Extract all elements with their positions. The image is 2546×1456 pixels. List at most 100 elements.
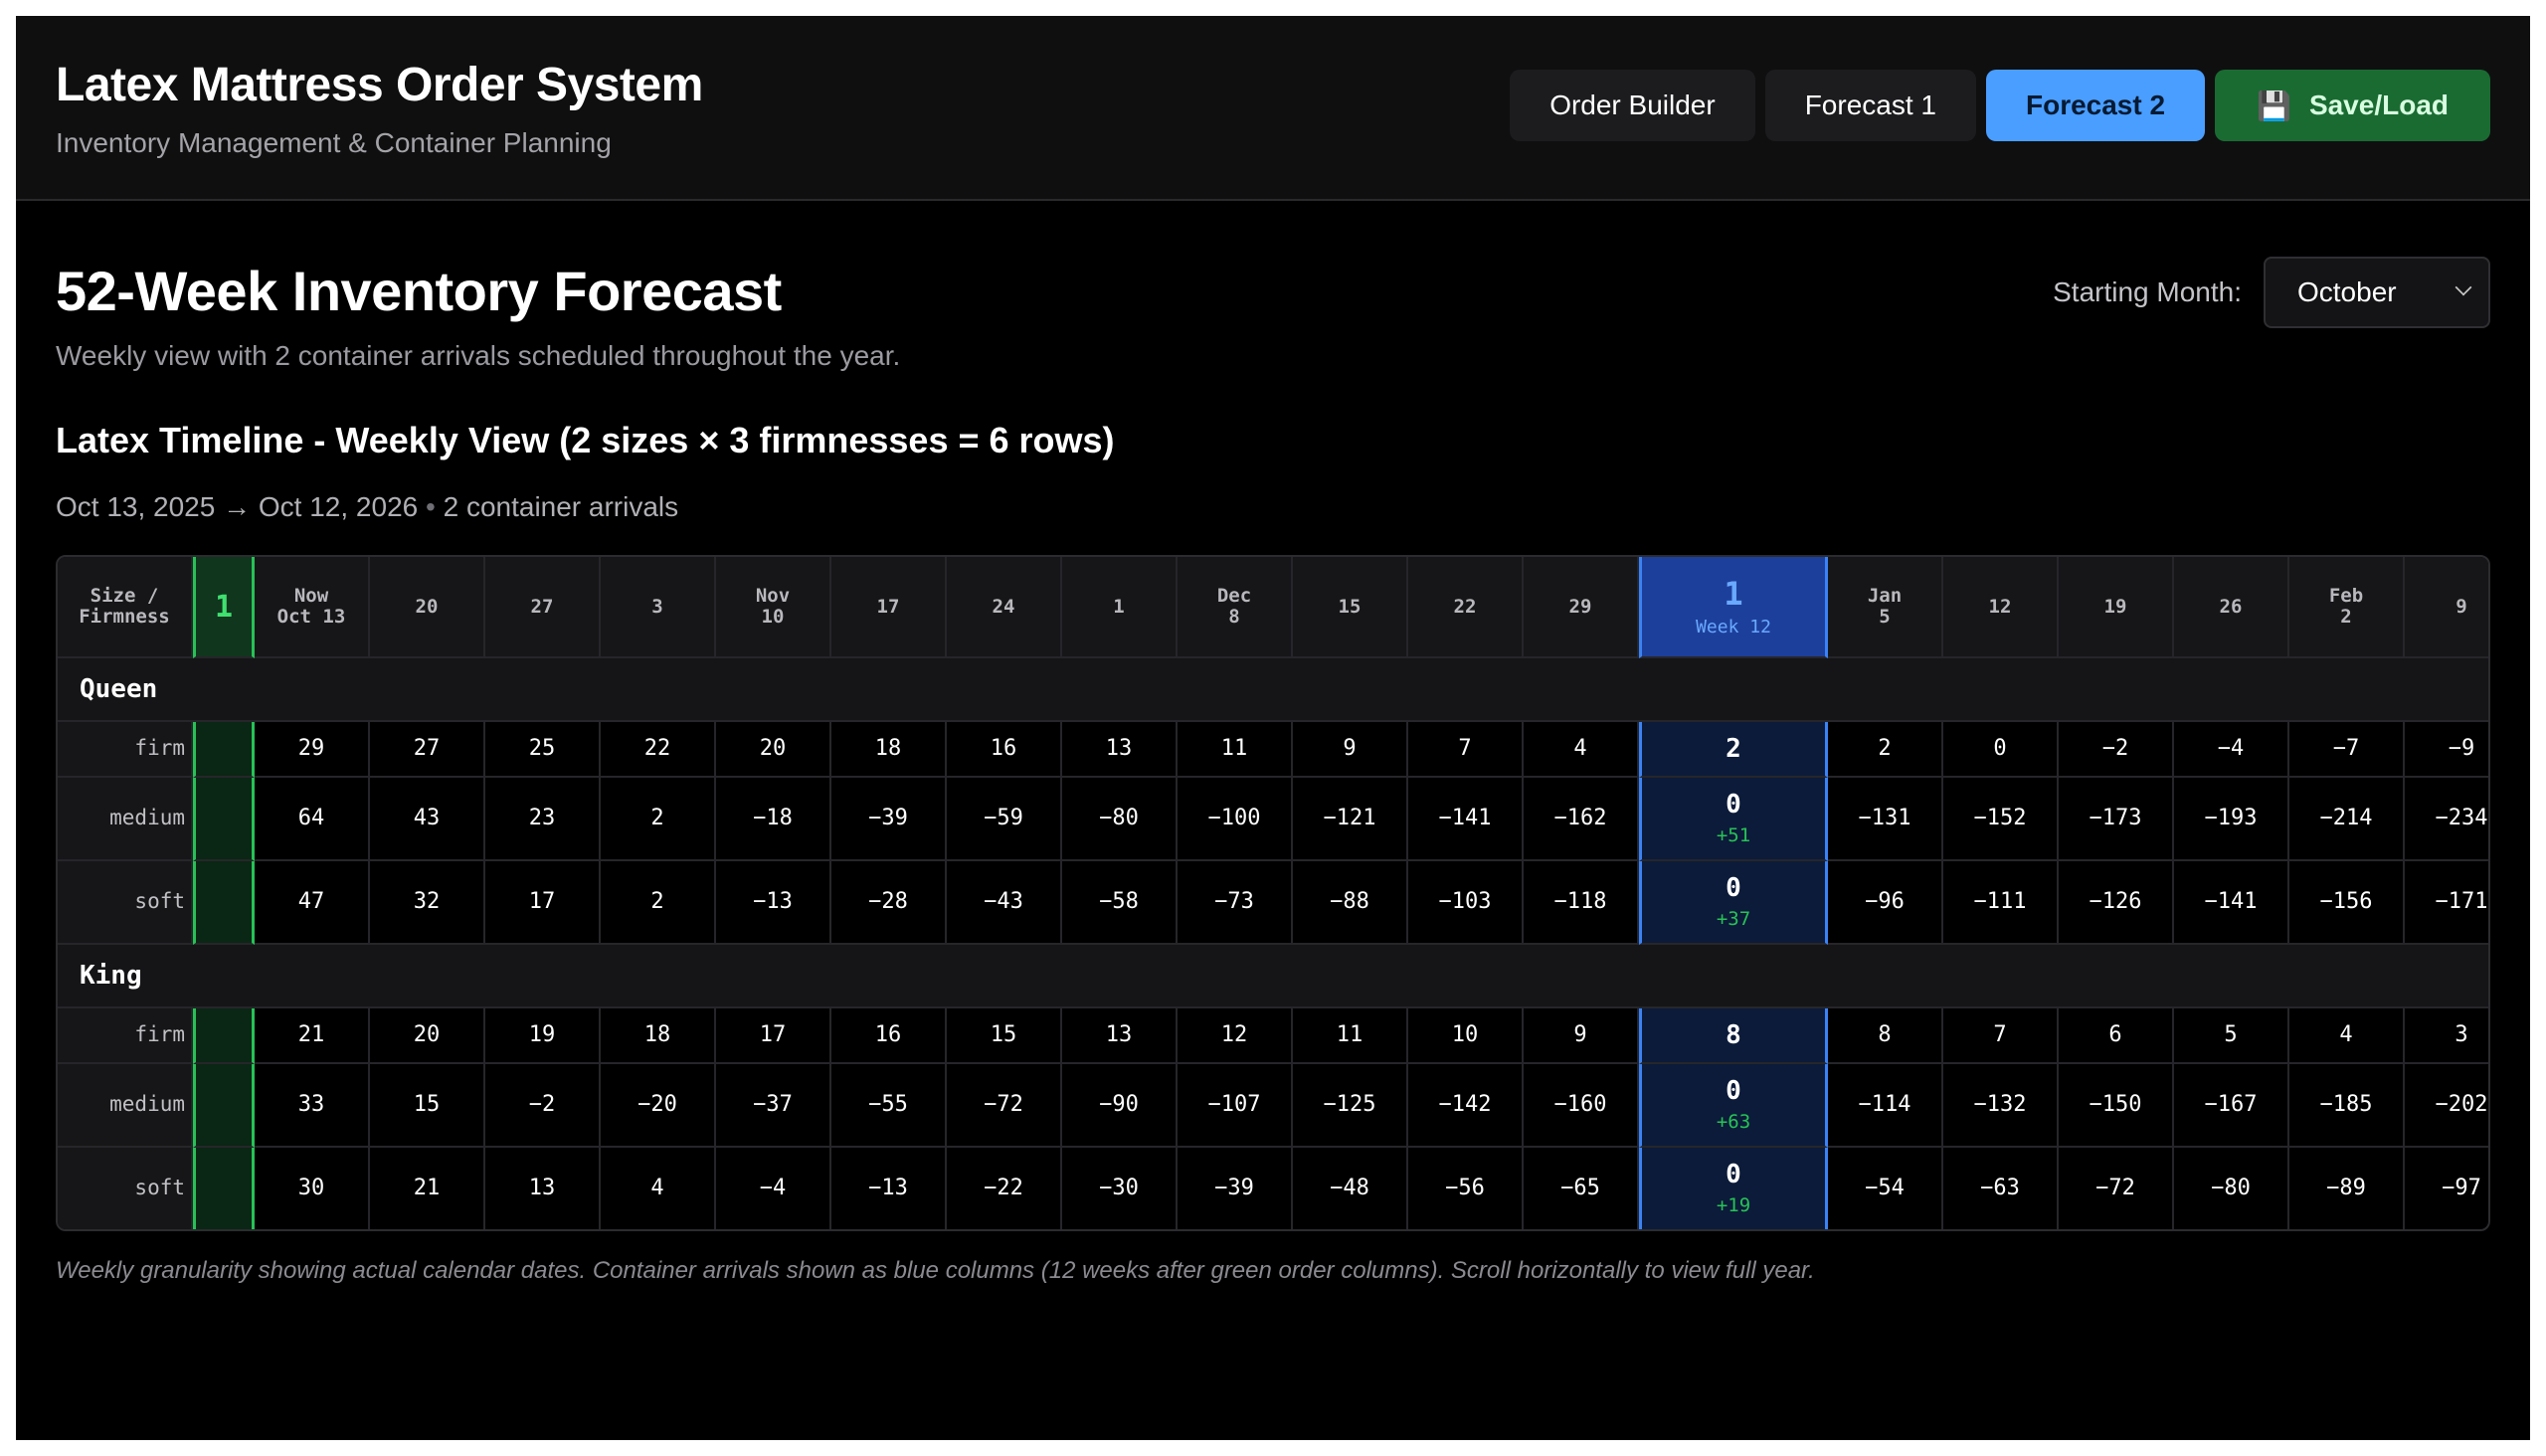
stock-cell[interactable]: 16: [831, 1008, 947, 1064]
stock-cell[interactable]: −13: [716, 861, 831, 945]
stock-cell[interactable]: −80: [1062, 778, 1178, 861]
stock-cell[interactable]: −39: [831, 778, 947, 861]
stock-cell[interactable]: −63: [1943, 1148, 2059, 1229]
stock-cell[interactable]: 12: [1178, 1008, 1293, 1064]
stock-cell[interactable]: −150: [2059, 1064, 2174, 1148]
stock-cell[interactable]: 18: [601, 1008, 716, 1064]
stock-cell[interactable]: 19: [485, 1008, 601, 1064]
stock-cell[interactable]: −55: [831, 1064, 947, 1148]
stock-cell[interactable]: −48: [1293, 1148, 1408, 1229]
stock-cell[interactable]: 7: [1408, 722, 1524, 778]
arrival-cell[interactable]: 2: [1639, 722, 1828, 778]
stock-cell[interactable]: 2: [601, 778, 716, 861]
stock-cell[interactable]: −193: [2174, 778, 2289, 861]
tab-forecast-1[interactable]: Forecast 1: [1764, 70, 1976, 141]
starting-month-select[interactable]: October: [2264, 257, 2490, 328]
stock-cell[interactable]: −185: [2289, 1064, 2405, 1148]
stock-cell[interactable]: 7: [1943, 1008, 2059, 1064]
stock-cell[interactable]: −173: [2059, 778, 2174, 861]
stock-cell[interactable]: −141: [1408, 778, 1524, 861]
stock-cell[interactable]: −202: [2405, 1064, 2488, 1148]
stock-cell[interactable]: −30: [1062, 1148, 1178, 1229]
stock-cell[interactable]: −103: [1408, 861, 1524, 945]
stock-cell[interactable]: −65: [1524, 1148, 1639, 1229]
stock-cell[interactable]: 21: [255, 1008, 370, 1064]
stock-cell[interactable]: 10: [1408, 1008, 1524, 1064]
stock-cell[interactable]: −59: [947, 778, 1062, 861]
stock-cell[interactable]: −126: [2059, 861, 2174, 945]
stock-cell[interactable]: −96: [1828, 861, 1943, 945]
stock-cell[interactable]: −167: [2174, 1064, 2289, 1148]
stock-cell[interactable]: 11: [1178, 722, 1293, 778]
stock-cell[interactable]: −152: [1943, 778, 2059, 861]
stock-cell[interactable]: −162: [1524, 778, 1639, 861]
arrival-cell[interactable]: 0 +63: [1639, 1064, 1828, 1148]
stock-cell[interactable]: −72: [947, 1064, 1062, 1148]
stock-cell[interactable]: 11: [1293, 1008, 1408, 1064]
stock-cell[interactable]: 27: [370, 722, 485, 778]
stock-cell[interactable]: −4: [2174, 722, 2289, 778]
stock-cell[interactable]: −22: [947, 1148, 1062, 1229]
stock-cell[interactable]: −111: [1943, 861, 2059, 945]
stock-cell[interactable]: 15: [947, 1008, 1062, 1064]
order-cell[interactable]: [193, 1008, 255, 1064]
stock-cell[interactable]: −214: [2289, 778, 2405, 861]
stock-cell[interactable]: −97: [2405, 1148, 2488, 1229]
stock-cell[interactable]: −73: [1178, 861, 1293, 945]
stock-cell[interactable]: −107: [1178, 1064, 1293, 1148]
stock-cell[interactable]: −13: [831, 1148, 947, 1229]
order-cell[interactable]: [193, 1148, 255, 1229]
stock-cell[interactable]: −4: [716, 1148, 831, 1229]
stock-cell[interactable]: 5: [2174, 1008, 2289, 1064]
stock-cell[interactable]: 4: [601, 1148, 716, 1229]
arrival-cell[interactable]: 8: [1639, 1008, 1828, 1064]
save-load-button[interactable]: 💾 Save/Load: [2215, 70, 2490, 141]
stock-cell[interactable]: 8: [1828, 1008, 1943, 1064]
stock-cell[interactable]: 0: [1943, 722, 2059, 778]
stock-cell[interactable]: −156: [2289, 861, 2405, 945]
stock-cell[interactable]: −39: [1178, 1148, 1293, 1229]
stock-cell[interactable]: 6: [2059, 1008, 2174, 1064]
stock-cell[interactable]: −234: [2405, 778, 2488, 861]
stock-cell[interactable]: 3: [2405, 1008, 2488, 1064]
stock-cell[interactable]: 2: [1828, 722, 1943, 778]
stock-cell[interactable]: 30: [255, 1148, 370, 1229]
stock-cell[interactable]: −43: [947, 861, 1062, 945]
stock-cell[interactable]: −2: [2059, 722, 2174, 778]
stock-cell[interactable]: 25: [485, 722, 601, 778]
stock-cell[interactable]: −118: [1524, 861, 1639, 945]
stock-cell[interactable]: 4: [1524, 722, 1639, 778]
stock-cell[interactable]: −58: [1062, 861, 1178, 945]
order-cell[interactable]: [193, 778, 255, 861]
stock-cell[interactable]: −141: [2174, 861, 2289, 945]
stock-cell[interactable]: −7: [2289, 722, 2405, 778]
order-cell[interactable]: [193, 722, 255, 778]
stock-cell[interactable]: 20: [370, 1008, 485, 1064]
stock-cell[interactable]: −20: [601, 1064, 716, 1148]
stock-cell[interactable]: 13: [1062, 1008, 1178, 1064]
stock-cell[interactable]: 20: [716, 722, 831, 778]
stock-cell[interactable]: 22: [601, 722, 716, 778]
stock-cell[interactable]: −9: [2405, 722, 2488, 778]
stock-cell[interactable]: −171: [2405, 861, 2488, 945]
stock-cell[interactable]: −132: [1943, 1064, 2059, 1148]
stock-cell[interactable]: 23: [485, 778, 601, 861]
order-cell[interactable]: [193, 1064, 255, 1148]
arrival-cell[interactable]: 0 +19: [1639, 1148, 1828, 1229]
stock-cell[interactable]: −89: [2289, 1148, 2405, 1229]
stock-cell[interactable]: −72: [2059, 1148, 2174, 1229]
stock-cell[interactable]: 16: [947, 722, 1062, 778]
stock-cell[interactable]: 18: [831, 722, 947, 778]
stock-cell[interactable]: 43: [370, 778, 485, 861]
stock-cell[interactable]: 17: [716, 1008, 831, 1064]
tab-order-builder[interactable]: Order Builder: [1510, 70, 1755, 141]
arrival-cell[interactable]: 0 +37: [1639, 861, 1828, 945]
arrival-cell[interactable]: 0 +51: [1639, 778, 1828, 861]
stock-cell[interactable]: −37: [716, 1064, 831, 1148]
stock-cell[interactable]: 13: [1062, 722, 1178, 778]
stock-cell[interactable]: −88: [1293, 861, 1408, 945]
stock-cell[interactable]: −121: [1293, 778, 1408, 861]
stock-cell[interactable]: −142: [1408, 1064, 1524, 1148]
stock-cell[interactable]: −160: [1524, 1064, 1639, 1148]
stock-cell[interactable]: −56: [1408, 1148, 1524, 1229]
